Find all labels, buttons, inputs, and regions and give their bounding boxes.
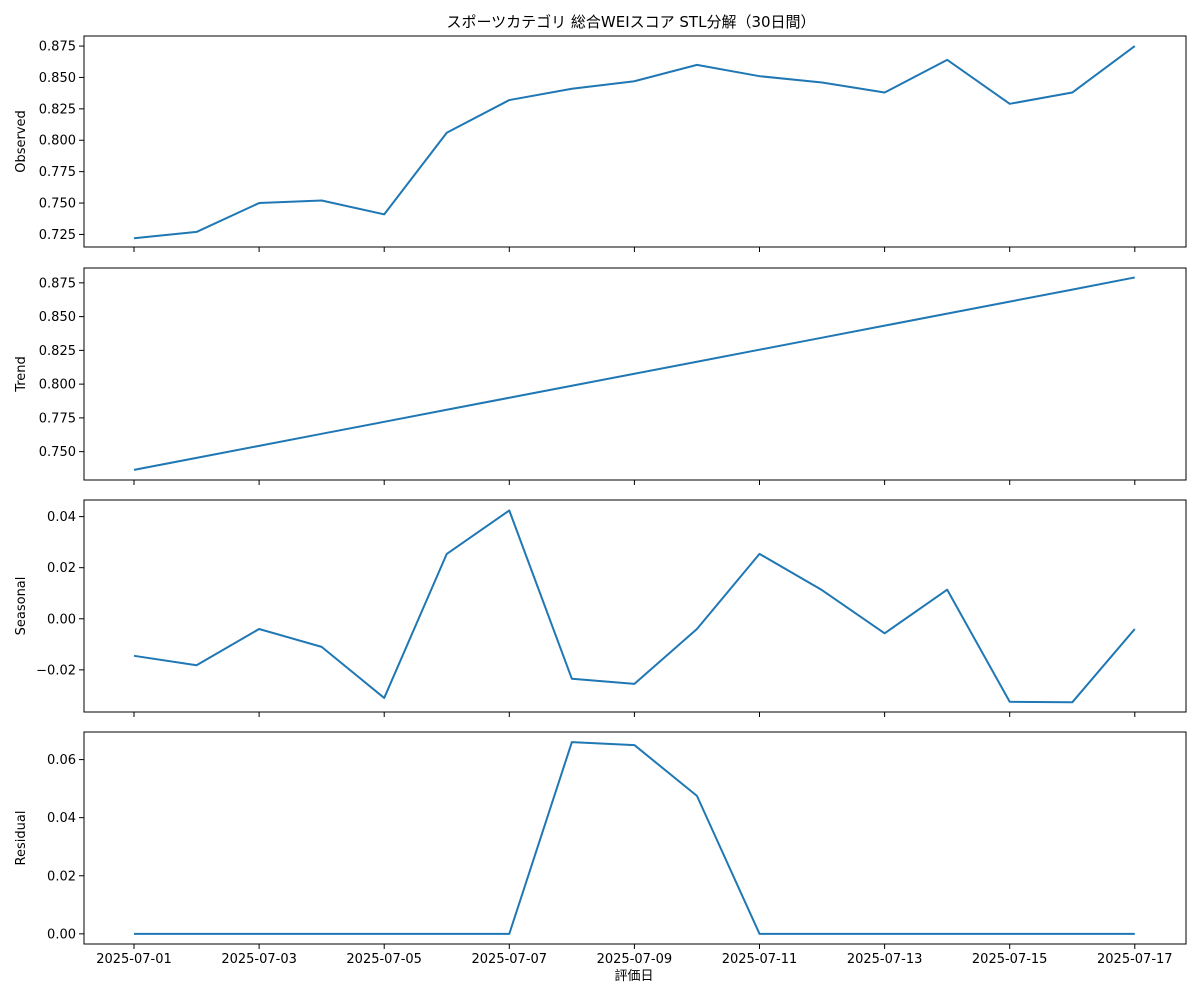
observed-panel: 0.725 0.750 0.775 0.800 0.825 0.850 0.875 Obser… <box>14 35 1187 252</box>
seasonal-y-axis-label: Seasonal <box>14 577 29 636</box>
x-tick-label: 2025-07-15 <box>972 952 1048 967</box>
x-tick-label: 2025-07-03 <box>221 952 297 967</box>
residual-y-tick-label: 0.00 <box>47 927 76 942</box>
x-axis-label: 評価日 <box>614 969 653 984</box>
seasonal-panel: −0.02 0.00 0.02 0.04 Seasonal <box>14 499 1187 717</box>
trend-y-axis-label: Trend <box>14 356 29 393</box>
trend-plot-frame <box>83 267 1187 481</box>
observed-y-tick-label: 0.750 <box>39 197 76 212</box>
observed-y-tick-label: 0.875 <box>39 40 76 55</box>
observed-y-tick-label: 0.850 <box>39 71 76 86</box>
x-tick-label: 2025-07-17 <box>1097 952 1173 967</box>
observed-y-tick-label: 0.800 <box>39 134 76 149</box>
seasonal-y-tick-label: 0.00 <box>47 612 76 627</box>
residual-panel: 0.00 0.02 0.04 0.06 2025-07-01 2025-07-03 2025… <box>14 731 1187 967</box>
observed-plot-frame <box>83 35 1187 248</box>
trend-y-tick-label: 0.800 <box>39 378 76 393</box>
x-tick-label: 2025-07-09 <box>597 952 673 967</box>
residual-y-tick-label: 0.02 <box>47 869 76 884</box>
seasonal-y-tick-label: 0.04 <box>47 510 76 525</box>
seasonal-y-tick-label: 0.02 <box>47 561 76 576</box>
residual-plot-frame <box>83 731 1187 945</box>
observed-y-tick-label: 0.825 <box>39 102 76 117</box>
residual-y-tick-label: 0.06 <box>47 753 76 768</box>
chart-title: スポーツカテゴリ 総合WEIスコア STL分解（30日間） <box>446 13 815 31</box>
trend-series-line <box>133 276 1135 471</box>
trend-panel: 0.750 0.775 0.800 0.825 0.850 0.875 Trend <box>14 267 1187 485</box>
seasonal-plot-frame <box>83 499 1187 713</box>
x-tick-label: 2025-07-01 <box>96 952 172 967</box>
residual-y-tick-label: 0.04 <box>47 811 76 826</box>
x-tick-label: 2025-07-05 <box>346 952 422 967</box>
residual-series-line <box>134 741 1135 935</box>
trend-y-tick-label: 0.825 <box>39 344 76 359</box>
observed-y-tick-label: 0.725 <box>39 228 76 243</box>
trend-y-tick-label: 0.750 <box>39 445 76 460</box>
x-tick-label: 2025-07-11 <box>722 952 798 967</box>
observed-series-line <box>133 45 1136 240</box>
trend-y-tick-label: 0.775 <box>39 411 76 426</box>
trend-y-tick-label: 0.850 <box>39 310 76 325</box>
seasonal-series-line <box>133 509 1136 704</box>
trend-y-tick-label: 0.875 <box>39 276 76 291</box>
residual-y-axis-label: Residual <box>14 811 29 866</box>
observed-y-tick-label: 0.775 <box>39 165 76 180</box>
seasonal-y-tick-label: −0.02 <box>36 663 76 678</box>
observed-y-axis-label: Observed <box>14 110 29 173</box>
x-tick-label: 2025-07-07 <box>472 952 548 967</box>
panels: 0.725 0.750 0.775 0.800 0.825 0.850 0.875 Obser… <box>14 35 1187 967</box>
x-tick-label: 2025-07-13 <box>847 952 923 967</box>
